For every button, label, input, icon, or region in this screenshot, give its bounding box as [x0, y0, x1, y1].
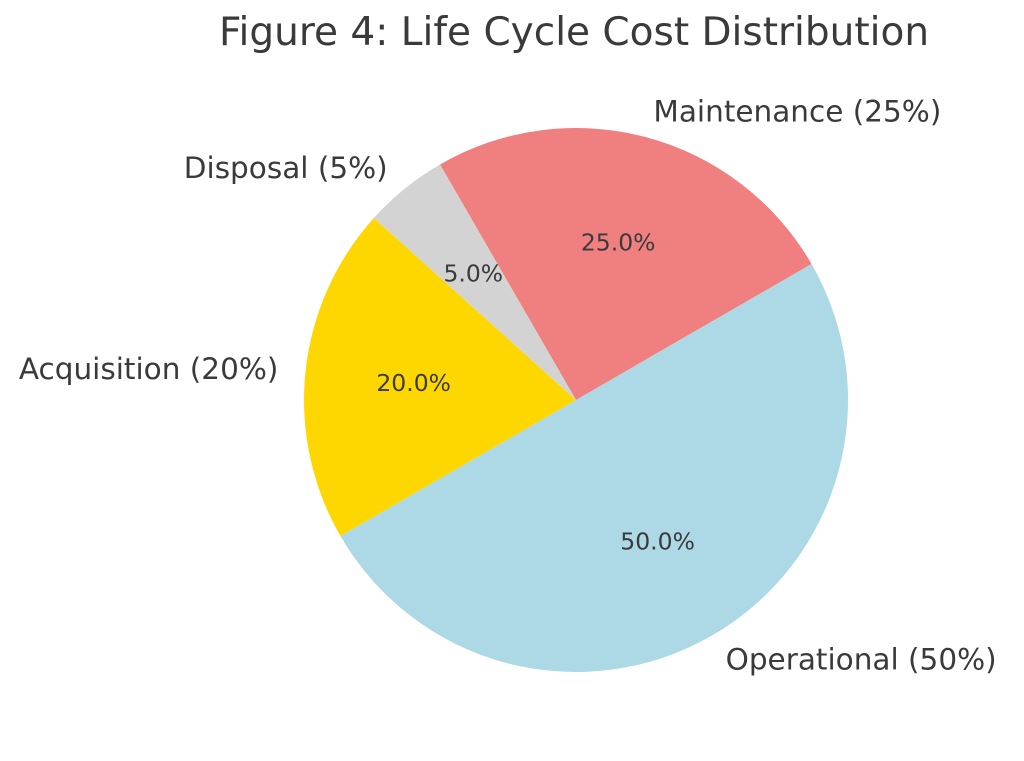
pct-label-maintenance: 25.0%	[581, 229, 656, 257]
chart-title: Figure 4: Life Cycle Cost Distribution	[218, 10, 930, 55]
slice-label-disposal: Disposal (5%)	[184, 151, 388, 185]
pie-slice-acquisition	[303, 218, 576, 536]
pct-label-disposal: 5.0%	[443, 259, 503, 287]
pie-slice-disposal	[373, 164, 576, 400]
slice-label-maintenance: Maintenance (25%)	[653, 94, 941, 128]
slice-label-acquisition: Acquisition (20%)	[19, 352, 279, 386]
pct-label-acquisition: 20.0%	[376, 369, 451, 397]
pie-slice-maintenance	[440, 127, 812, 400]
slice-label-operational: Operational (50%)	[726, 642, 997, 676]
pct-label-operational: 50.0%	[620, 528, 695, 556]
pie-slice-operational	[340, 264, 849, 673]
pie-labels-group: 25.0% Maintenance (25%) 50.0% Operational (…	[19, 94, 997, 676]
pie-slices-group	[303, 127, 849, 673]
